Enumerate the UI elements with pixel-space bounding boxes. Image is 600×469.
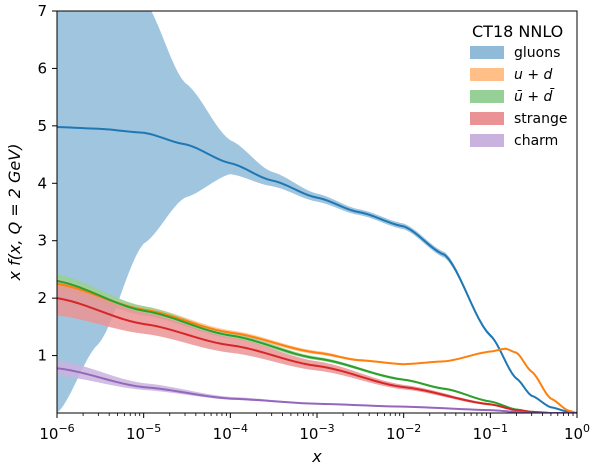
- gluons-band: [57, 11, 577, 413]
- u-d-band: [57, 278, 577, 413]
- legend-label-charm: charm: [514, 133, 558, 149]
- legend-label-ubar-dbar: ū + d̄: [514, 87, 555, 105]
- x-tick-label: 10−6: [39, 422, 74, 443]
- y-axis-label: x f(x, Q = 2 GeV): [5, 144, 24, 282]
- x-tick-label: 10−4: [213, 422, 248, 443]
- y-tick-label: 7: [37, 2, 47, 20]
- uncertainty-bands: [57, 11, 577, 413]
- legend: CT18 NNLO gluons u + d ū + d̄ strange charm: [470, 22, 568, 149]
- u-d-line: [57, 282, 577, 413]
- legend-label-u-d: u + d: [514, 67, 553, 83]
- ubar-dbar-band: [57, 274, 577, 413]
- legend-label-gluons: gluons: [514, 45, 560, 61]
- legend-swatch-ubar-dbar: [470, 90, 504, 103]
- y-tick-label: 4: [37, 174, 47, 192]
- x-tick-label: 100: [564, 422, 590, 443]
- legend-swatch-u-d: [470, 68, 504, 81]
- x-axis-label: x: [311, 447, 322, 466]
- y-tick-label: 3: [37, 232, 47, 250]
- x-axis-ticks: 10−6 10−5 10−4 10−3 10−2 10−1 100: [39, 413, 590, 443]
- y-tick-label: 2: [37, 289, 47, 307]
- x-tick-label: 10−1: [473, 422, 508, 443]
- y-tick-label: 1: [37, 347, 47, 365]
- legend-swatch-strange: [470, 112, 504, 125]
- y-tick-label: 5: [37, 117, 47, 135]
- gluons-line: [57, 126, 577, 413]
- legend-items: gluons u + d ū + d̄ strange charm: [470, 45, 568, 149]
- y-axis-ticks: 1 2 3 4 5 6 7: [37, 2, 57, 365]
- x-tick-label: 10−2: [386, 422, 421, 443]
- legend-label-strange: strange: [514, 111, 568, 127]
- x-tick-label: 10−5: [126, 422, 161, 443]
- legend-swatch-gluons: [470, 46, 504, 59]
- charm-band: [57, 360, 577, 413]
- legend-swatch-charm: [470, 134, 504, 147]
- x-tick-label: 10−3: [299, 422, 334, 443]
- legend-title: CT18 NNLO: [472, 22, 563, 41]
- y-tick-label: 6: [37, 59, 47, 77]
